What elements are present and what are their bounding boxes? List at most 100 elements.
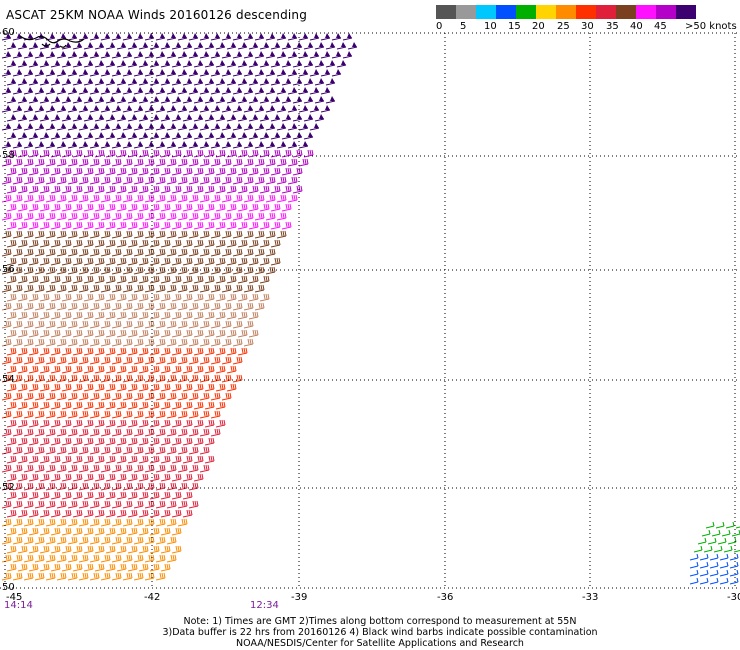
wind-barb [89,123,100,131]
wind-barb [204,365,215,374]
wind-barb [78,176,89,185]
wind-barb [23,464,34,473]
wind-barb [177,464,188,473]
wind-barb [1,302,12,311]
wind-barb [67,141,78,149]
wind-barb [177,69,188,77]
wind-barb [61,96,72,104]
wind-barb [127,329,138,338]
wind-barb [254,284,265,293]
wind-barb [160,167,171,176]
wind-barb [171,239,182,248]
wind-barb [210,248,221,257]
wind-barb [83,383,94,392]
wind-barb [243,105,254,113]
wind-barb [265,33,276,41]
wind-barb [56,302,67,311]
wind-barb [182,239,193,248]
wind-barb [61,347,72,356]
colorbar-label: 30 [581,21,594,32]
wind-barb [336,60,347,68]
wind-barb [199,212,210,221]
wind-barb [94,473,105,482]
wind-barb [144,230,155,239]
wind-barb [149,509,160,518]
wind-barb [78,410,89,419]
wind-barb [23,374,34,383]
wind-barb [72,527,83,536]
wind-barb [232,320,243,329]
wind-barb [17,221,28,230]
colorbar-swatch [596,5,616,19]
wind-barb [111,446,122,455]
wind-barb [144,392,155,401]
wind-barb [226,257,237,266]
wind-barb [188,33,199,41]
wind-barb [177,356,188,365]
wind-barb [171,114,182,122]
wind-barb [177,105,188,113]
wind-barb [248,257,259,266]
wind-barb [149,60,160,68]
wind-barb [122,69,133,77]
wind-barb [138,275,149,284]
colorbar-label: 5 [460,21,467,32]
wind-barb [226,185,237,194]
wind-barb [67,302,78,311]
wind-barb [287,69,298,77]
wind-barb [226,149,237,158]
wind-barb [12,338,23,347]
wind-barb [1,51,12,59]
wind-barb [303,96,314,104]
wind-barb [133,69,144,77]
wind-barb [171,167,182,176]
wind-barb [210,87,221,95]
wind-barb [155,482,166,491]
wind-barb [50,149,61,158]
wind-barb [177,374,188,383]
wind-barb [61,509,72,518]
wind-barb [122,518,133,527]
wind-barb [226,221,237,230]
wind-barb [133,266,144,275]
wind-barb [67,105,78,113]
wind-barb [61,293,72,302]
wind-barb [210,212,221,221]
wind-barb [45,338,56,347]
wind-barb [50,437,61,446]
wind-barb [204,419,215,428]
colorbar-swatch [456,5,476,19]
wind-barb [177,410,188,419]
wind-barb [116,96,127,104]
wind-barb [693,545,703,553]
wind-barb [270,149,281,158]
wind-barb [116,221,127,230]
wind-barb [94,491,105,500]
wind-barb [149,527,160,536]
wind-barb [78,302,89,311]
wind-barb [34,194,45,203]
wind-barb [6,78,17,86]
wind-barb [248,311,259,320]
wind-barb [61,455,72,464]
wind-barb [204,329,215,338]
wind-barb [78,105,89,113]
wind-barb [188,464,199,473]
wind-barb [243,176,254,185]
wind-barb [34,536,45,545]
wind-barb [127,311,138,320]
wind-barb [281,132,292,140]
wind-barb [61,365,72,374]
wind-barb [105,437,116,446]
wind-barb [160,509,171,518]
wind-barb [6,149,17,158]
wind-barb [144,464,155,473]
note-line-1: Note: 1) Times are GMT 2)Times along bot… [183,616,577,627]
wind-barb [193,167,204,176]
wind-barb [50,221,61,230]
wind-barb [254,212,265,221]
wind-barb [94,167,105,176]
wind-barb [155,69,166,77]
wind-barb [144,69,155,77]
wind-barb [50,275,61,284]
